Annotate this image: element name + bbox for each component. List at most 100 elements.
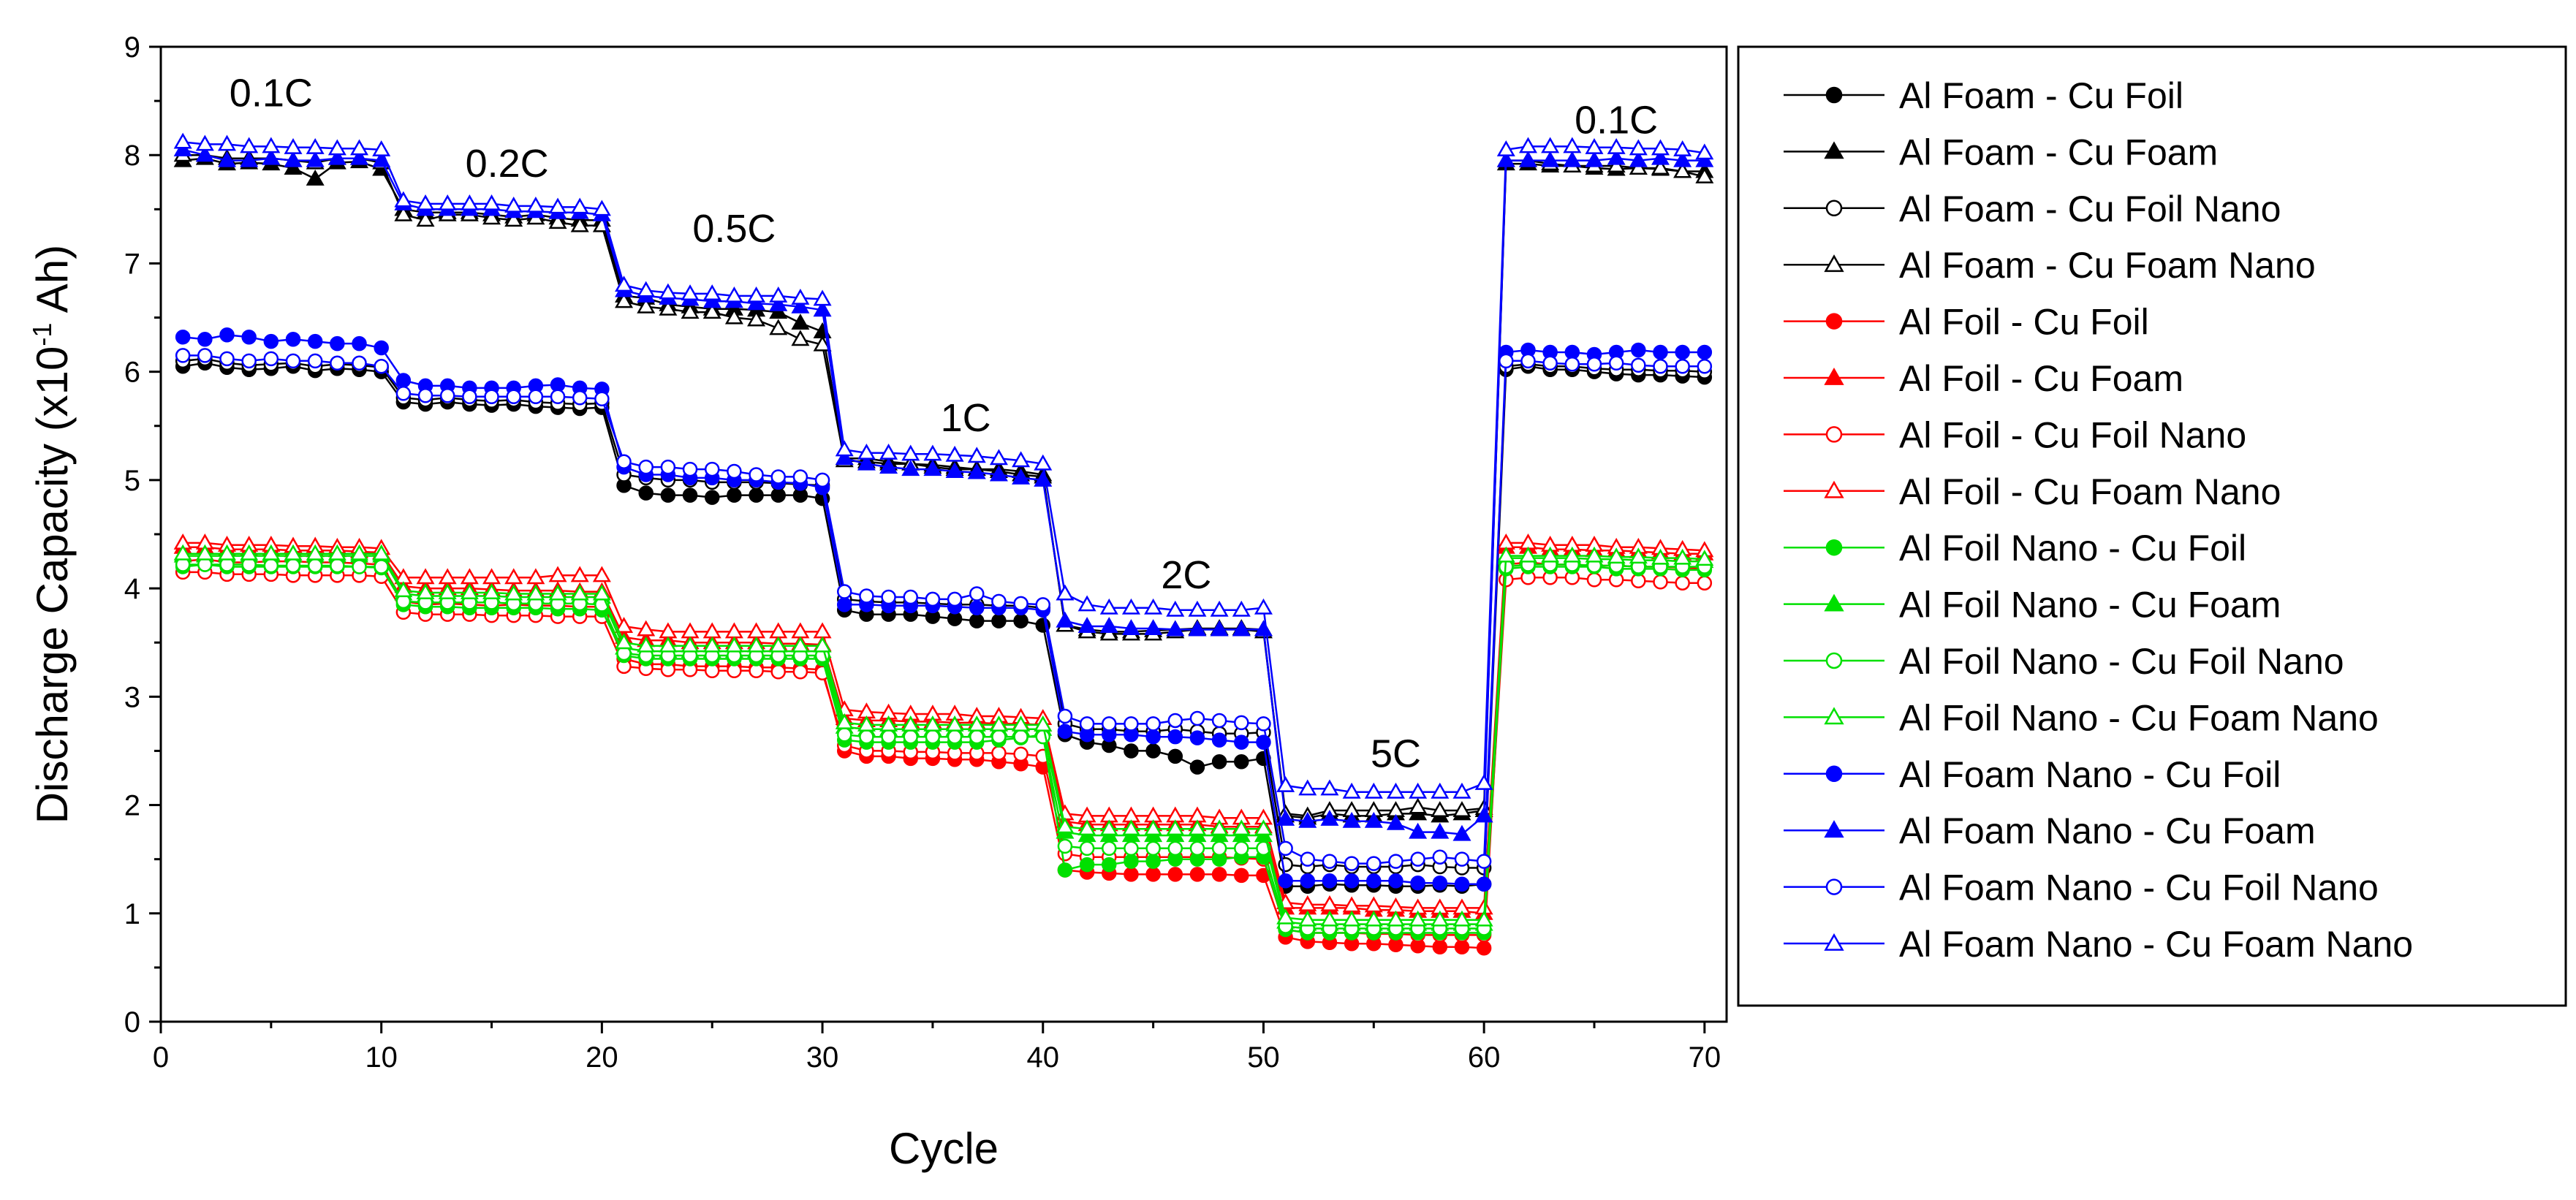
data-point (1320, 895, 1339, 911)
y-axis-label-superscript: -1 (27, 323, 57, 346)
y-tick-label: 9 (124, 31, 140, 64)
data-point (1342, 910, 1361, 927)
data-point (438, 568, 457, 585)
data-point (350, 139, 369, 156)
data-point (615, 617, 634, 634)
data-point (1188, 600, 1207, 617)
legend-entry: Al Foil - Cu Foil Nano (1784, 414, 2246, 455)
data-point (1653, 344, 1668, 360)
data-point (482, 194, 501, 210)
rate-label: 0.1C (230, 72, 313, 115)
data-point (724, 286, 743, 303)
x-tick-label: 30 (806, 1041, 839, 1074)
data-point (945, 462, 964, 479)
series-line (182, 148, 1705, 835)
data-point (195, 544, 214, 561)
data-point (1474, 774, 1493, 790)
data-point (240, 137, 259, 153)
data-point (1474, 910, 1493, 927)
data-point (1541, 137, 1560, 153)
data-point (1409, 910, 1428, 927)
data-point (1563, 546, 1582, 563)
series-15 (175, 348, 1713, 871)
data-point (1278, 840, 1293, 857)
data-point (327, 544, 346, 561)
data-point (352, 335, 367, 352)
data-point (548, 213, 567, 229)
data-point (1651, 148, 1670, 165)
x-tick-label: 70 (1689, 1041, 1721, 1074)
legend-marker (1824, 480, 1844, 498)
data-point (1344, 856, 1360, 871)
data-point (374, 359, 389, 374)
data-point (969, 729, 985, 745)
rate-annotations: 0.1C 0.2C 0.5C 1C 2C 5C 0.1C (230, 72, 1658, 776)
data-point (372, 140, 391, 156)
data-point (791, 314, 810, 330)
rate-label: 2C (1161, 553, 1211, 597)
data-point (991, 593, 1007, 610)
data-point (637, 297, 656, 314)
data-point (769, 295, 788, 311)
data-point (1409, 782, 1428, 799)
data-point (1518, 546, 1537, 563)
legend-marker (1824, 367, 1844, 385)
data-point (1409, 822, 1428, 839)
data-point (1278, 873, 1293, 889)
data-point (1629, 159, 1648, 175)
data-point (284, 544, 303, 561)
data-point (659, 299, 678, 316)
legend: Al Foam - Cu Foil Al Foam - Cu Foam Al Foa… (1737, 45, 2567, 1007)
data-point (306, 151, 325, 167)
data-point (1298, 779, 1317, 796)
data-point (1695, 143, 1714, 160)
x-tick-label: 40 (1027, 1041, 1060, 1074)
data-point (484, 389, 499, 405)
data-point (173, 140, 192, 156)
data-point (1518, 151, 1537, 167)
x-tick-label: 20 (586, 1041, 618, 1074)
data-point (284, 137, 303, 154)
data-point (1431, 782, 1450, 799)
data-point (1454, 876, 1470, 892)
y-tick-label: 3 (124, 681, 140, 713)
legend-marker (1824, 820, 1844, 838)
data-point (416, 210, 435, 227)
data-point (1188, 819, 1207, 836)
data-point (638, 459, 654, 475)
data-point (417, 388, 433, 403)
data-point (1099, 617, 1118, 634)
data-point (1695, 151, 1714, 167)
legend-entry: Al Foam - Cu Foam (1784, 132, 2218, 172)
data-point (1121, 819, 1140, 836)
legend-label: Al Foil Nano - Cu Foam (1899, 585, 2281, 626)
data-point (504, 210, 523, 227)
data-point (1124, 854, 1139, 869)
legend-entry: Al Foil Nano - Cu Foam (1784, 585, 2281, 626)
data-point (747, 310, 766, 327)
x-tick-label: 50 (1247, 1041, 1280, 1074)
data-point (395, 386, 412, 401)
data-point (1675, 359, 1690, 374)
data-point (835, 449, 854, 466)
data-point (1431, 910, 1450, 927)
data-point (1629, 139, 1648, 156)
legend-label: Al Foam Nano - Cu Foam Nano (1899, 924, 2413, 965)
data-point (925, 729, 941, 745)
legend-marker (1824, 593, 1844, 612)
data-point (814, 472, 830, 488)
data-point (1189, 730, 1205, 745)
data-point (1124, 840, 1139, 857)
data-point (570, 197, 589, 214)
data-point (1211, 732, 1227, 748)
data-point (901, 715, 920, 732)
data-point (835, 713, 854, 729)
data-point (637, 636, 656, 653)
data-point (1013, 729, 1028, 745)
data-point (416, 194, 435, 210)
data-point (1013, 613, 1028, 629)
legend-entry: Al Foam - Cu Foil (1784, 75, 2183, 116)
data-point (572, 390, 588, 406)
data-point (727, 487, 742, 503)
data-point (395, 373, 412, 388)
